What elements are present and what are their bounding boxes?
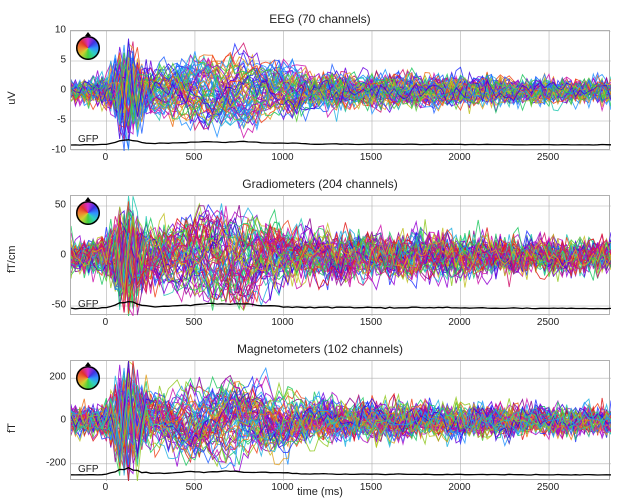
- gfp-label-mag: GFP: [78, 464, 99, 475]
- panel-mag: [70, 360, 610, 480]
- xtick: 1000: [262, 152, 302, 163]
- panel-title-eeg: EEG (70 channels): [0, 12, 640, 26]
- xtick: 1000: [262, 317, 302, 328]
- xtick: 500: [174, 152, 214, 163]
- ytick: 0: [26, 415, 66, 426]
- panel-title-grad: Gradiometers (204 channels): [0, 177, 640, 191]
- ytick: -50: [26, 300, 66, 311]
- ytick: 10: [26, 25, 66, 36]
- ytick: -10: [26, 145, 66, 156]
- ytick: 0: [26, 85, 66, 96]
- ylabel-eeg: uV: [6, 88, 18, 108]
- ylabel-grad: fT/cm: [6, 253, 18, 273]
- gfp-label-grad: GFP: [78, 299, 99, 310]
- xtick: 1500: [351, 317, 391, 328]
- panel-grad: [70, 195, 610, 315]
- panel-eeg: [70, 30, 610, 150]
- xtick: 1500: [351, 152, 391, 163]
- ytick: 200: [26, 372, 66, 383]
- panel-title-mag: Magnetometers (102 channels): [0, 342, 640, 356]
- xlabel: time (ms): [0, 486, 640, 498]
- ytick: 5: [26, 55, 66, 66]
- ytick: 0: [26, 250, 66, 261]
- xtick: 2000: [440, 152, 480, 163]
- ytick: 50: [26, 200, 66, 211]
- panel-svg-eeg: [71, 31, 611, 151]
- gfp-label-eeg: GFP: [78, 134, 99, 145]
- ylabel-mag: fT: [6, 418, 18, 438]
- xtick: 2500: [528, 317, 568, 328]
- topomap-icon: [76, 36, 100, 60]
- topomap-icon: [76, 366, 100, 390]
- panel-svg-grad: [71, 196, 611, 316]
- xtick: 2500: [528, 152, 568, 163]
- ytick: -200: [26, 457, 66, 468]
- xtick: 2000: [440, 317, 480, 328]
- xtick: 0: [85, 317, 125, 328]
- xtick: 0: [85, 152, 125, 163]
- ytick: -5: [26, 115, 66, 126]
- topomap-icon: [76, 201, 100, 225]
- panel-svg-mag: [71, 361, 611, 481]
- xtick: 500: [174, 317, 214, 328]
